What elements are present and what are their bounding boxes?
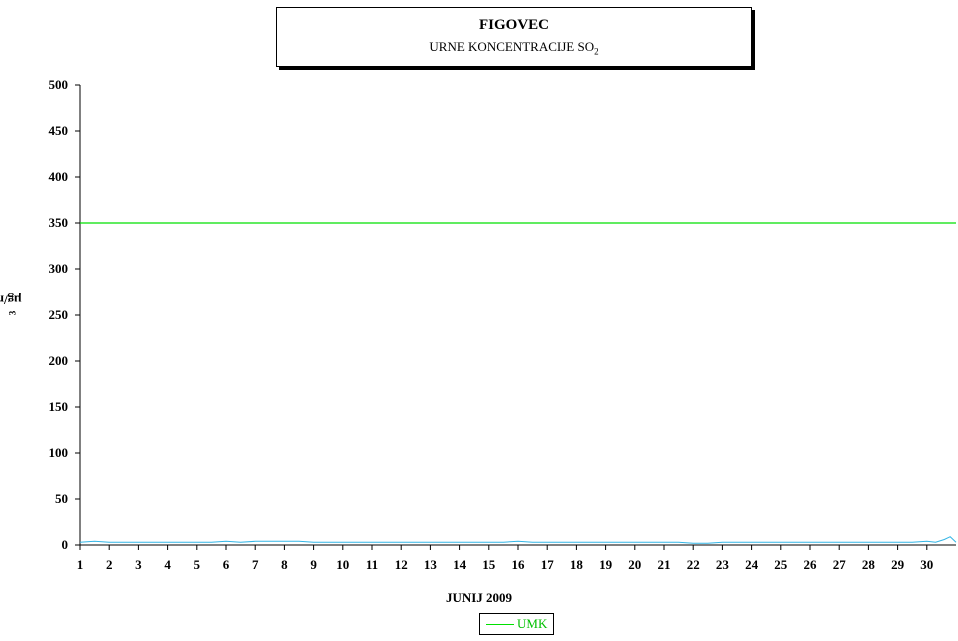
y-tick-label: 500 [49, 77, 69, 92]
y-tick-label: 100 [49, 445, 69, 460]
chart-title-box: FIGOVEC URNE KONCENTRACIJE SO2 [276, 7, 752, 67]
x-tick-label: 24 [745, 557, 759, 572]
y-tick-label: 300 [49, 261, 69, 276]
y-tick-label: 350 [49, 215, 69, 230]
x-tick-label: 4 [164, 557, 171, 572]
x-tick-label: 1 [77, 557, 84, 572]
x-tick-label: 14 [453, 557, 467, 572]
y-tick-label: 200 [49, 353, 69, 368]
y-tick-label: 50 [55, 491, 68, 506]
y-tick-label: 400 [49, 169, 69, 184]
x-tick-label: 18 [570, 557, 584, 572]
chart-title: FIGOVEC [478, 17, 549, 33]
x-tick-label: 25 [774, 557, 788, 572]
x-tick-label: 10 [336, 557, 349, 572]
x-tick-label: 27 [833, 557, 847, 572]
x-tick-label: 22 [687, 557, 700, 572]
chart-series-layer [79, 222, 957, 544]
legend-swatch-umk [486, 623, 514, 625]
y-tick-label: 450 [49, 123, 69, 138]
x-tick-label: 13 [424, 557, 438, 572]
x-tick-label: 11 [366, 557, 378, 572]
chart-subtitle-text: URNE KONCENTRACIJE SO [429, 39, 595, 54]
x-tick-label: 9 [310, 557, 317, 572]
x-tick-label: 30 [920, 557, 933, 572]
x-tick-label: 29 [891, 557, 905, 572]
legend: UMK [479, 613, 555, 635]
x-tick-label: 26 [804, 557, 818, 572]
series-line-so2-hourly [79, 536, 957, 544]
y-tick-label: 250 [49, 307, 69, 322]
x-tick-label: 21 [658, 557, 671, 572]
x-tick-label: 3 [135, 557, 142, 572]
x-tick-label: 12 [395, 557, 408, 572]
x-tick-label: 15 [482, 557, 496, 572]
x-tick-label: 19 [599, 557, 613, 572]
x-axis-label: JUNIJ 2009 [445, 590, 513, 605]
x-tick-label: 7 [252, 557, 259, 572]
x-tick-label: 2 [106, 557, 113, 572]
x-tick-label: 6 [223, 557, 230, 572]
x-tick-label: 5 [194, 557, 201, 572]
x-tick-label: 17 [541, 557, 555, 572]
x-tick-label: 28 [862, 557, 876, 572]
chart-subtitle: URNE KONCENTRACIJE SO2 [277, 39, 751, 57]
y-tick-label: 150 [49, 399, 69, 414]
x-tick-label: 8 [281, 557, 288, 572]
y-tick-label: 0 [62, 537, 69, 552]
x-tick-label: 16 [512, 557, 526, 572]
legend-label-umk: UMK [517, 616, 548, 631]
chart-subtitle-subscript: 2 [594, 46, 599, 57]
x-tick-label: 20 [628, 557, 641, 572]
x-tick-label: 23 [716, 557, 730, 572]
